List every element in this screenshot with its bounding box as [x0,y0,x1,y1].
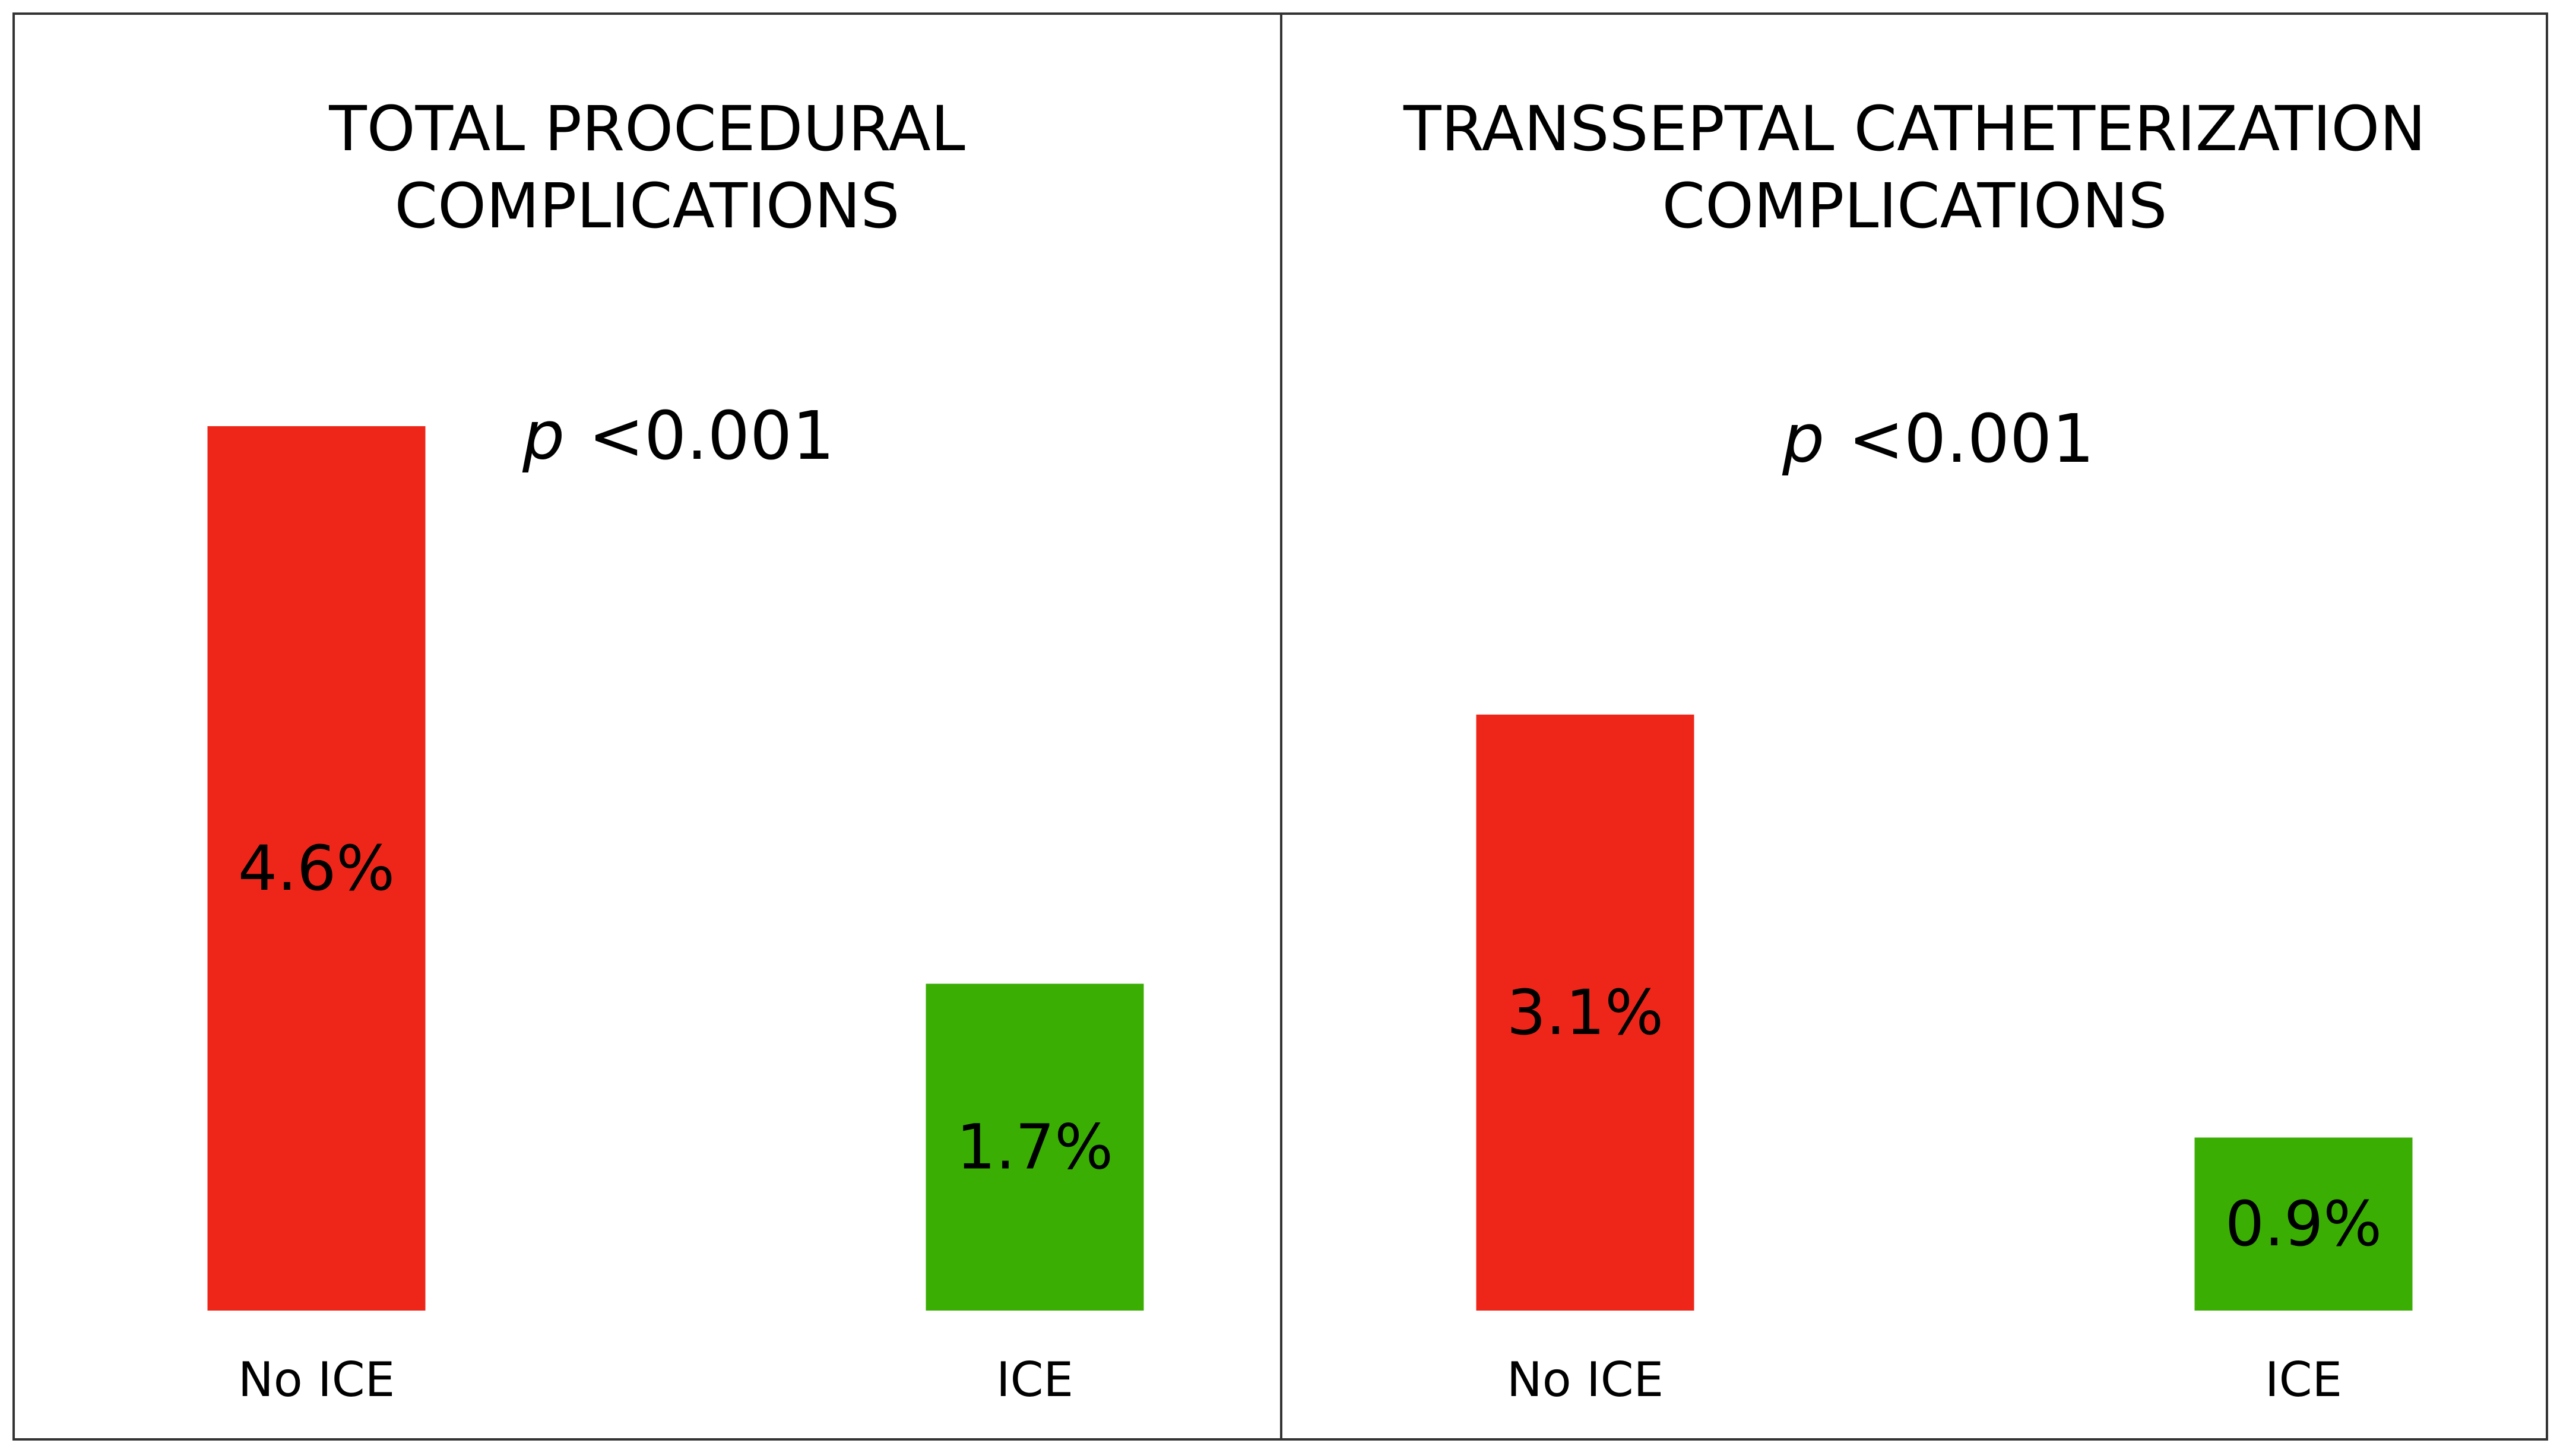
chart-title-line-1: TOTAL PROCEDURAL [328,93,965,165]
p-symbol: p [522,398,565,475]
tick-label-no-ice: No ICE [238,1352,395,1407]
tick-label-ice: ICE [996,1352,1073,1407]
chart-title-line-1: TRANSSEPTAL CATHETERIZATION [1403,93,2426,165]
bar-no-ice [207,426,426,1311]
p-value-annotation: p <0.001 [522,398,835,475]
p-value: <0.001 [588,398,834,475]
bars-transseptal: 3.1% No ICE 0.9% ICE [1476,714,2413,1407]
p-symbol: p [1782,401,1824,478]
p-value: <0.001 [1848,401,2094,478]
panel-frame-transseptal [1280,12,2548,1441]
data-label-no-ice: 3.1% [1507,976,1664,1049]
chart-title-line-2: COMPLICATIONS [1662,170,2167,242]
data-label-ice: 1.7% [956,1111,1113,1184]
data-label-ice: 0.9% [2225,1188,2382,1260]
bar-no-ice [1476,714,1694,1311]
p-value-annotation: p <0.001 [1782,401,2095,478]
chart-title-line-2: COMPLICATIONS [394,170,899,242]
data-label-no-ice: 4.6% [238,832,395,905]
tick-label-no-ice: No ICE [1507,1352,1664,1407]
tick-label-ice: ICE [2265,1352,2342,1407]
bars-total-procedural: 4.6% No ICE 1.7% ICE [207,426,1144,1407]
bar-ice [2194,1137,2413,1311]
bar-ice [926,984,1144,1311]
